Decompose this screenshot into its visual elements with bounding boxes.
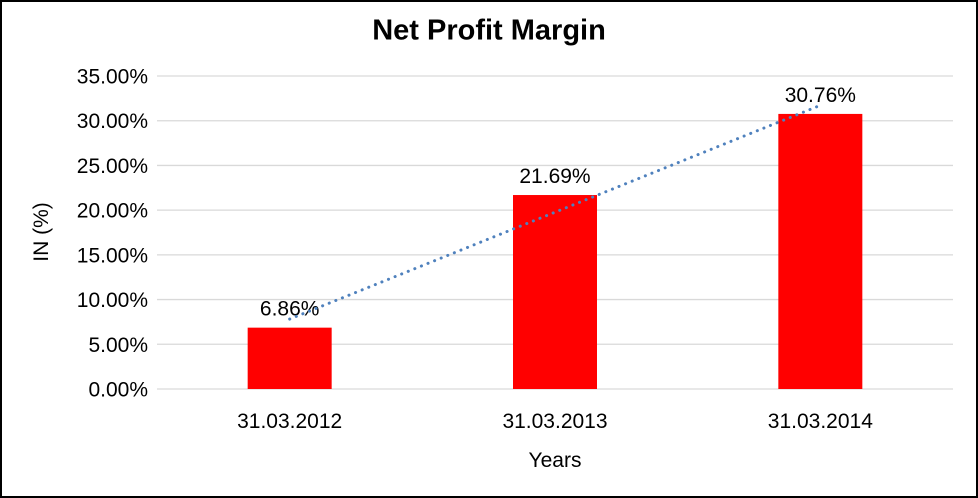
x-tick-label: 31.03.2012	[237, 410, 342, 433]
y-tick-label: 0.00%	[88, 379, 148, 402]
data-label: 21.69%	[519, 165, 590, 188]
x-tick-label: 31.03.2013	[502, 410, 607, 433]
bar	[778, 113, 863, 389]
y-tick-label: 10.00%	[77, 289, 148, 312]
y-tick-label: 15.00%	[77, 244, 148, 267]
y-tick-label: 20.00%	[77, 200, 148, 223]
y-tick-label: 5.00%	[88, 334, 148, 357]
y-tick-label: 30.00%	[77, 110, 148, 133]
bar	[513, 195, 597, 389]
data-label: 30.76%	[785, 84, 856, 107]
x-axis-title: Years	[528, 449, 582, 472]
y-tick-label: 25.00%	[77, 155, 148, 178]
chart-title: Net Profit Margin	[372, 14, 606, 47]
bar	[247, 327, 332, 389]
trendline	[288, 103, 822, 321]
y-tick-label: 35.00%	[77, 66, 148, 89]
x-tick-label: 31.03.2014	[768, 410, 873, 433]
data-label: 6.86%	[260, 298, 320, 321]
